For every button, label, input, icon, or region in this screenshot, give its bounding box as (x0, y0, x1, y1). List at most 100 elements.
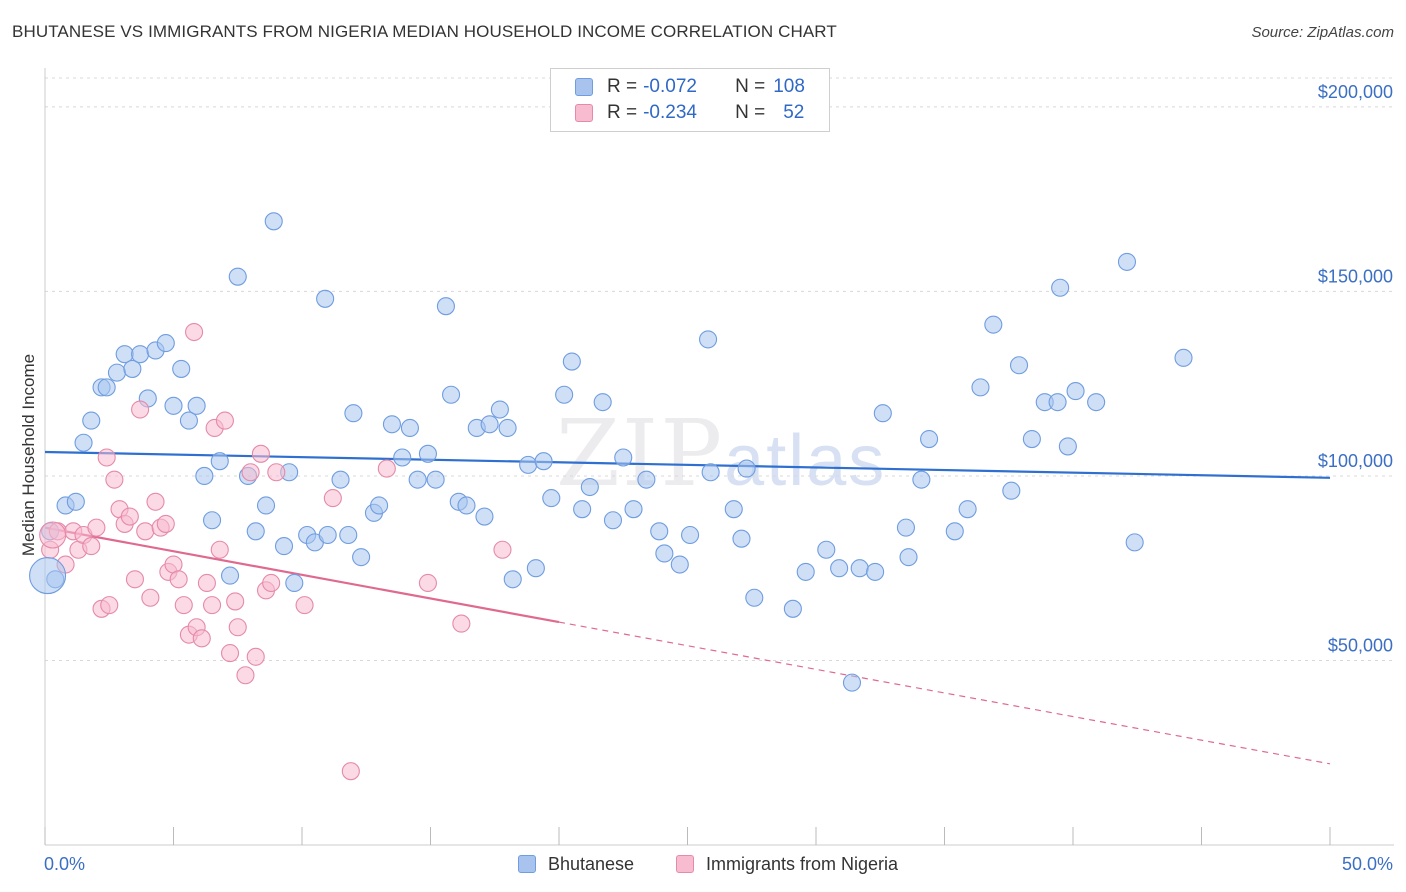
point-bhutanese (264, 212, 283, 231)
n-label: N = (735, 102, 766, 123)
point-nigeria (228, 618, 247, 637)
point-bhutanese (850, 559, 869, 578)
y-tick-label: $150,000 (1318, 266, 1393, 286)
point-nigeria (241, 463, 260, 482)
legend-row-bhutanese: R = -0.072 N = 108 (575, 75, 805, 99)
point-bhutanese (958, 500, 977, 519)
point-nigeria (246, 647, 265, 666)
point-bhutanese (285, 573, 304, 593)
point-bhutanese (681, 525, 700, 545)
point-nigeria (220, 644, 240, 663)
point-bhutanese (418, 444, 437, 463)
point-bhutanese (519, 455, 538, 474)
point-nigeria (97, 448, 116, 467)
point-bhutanese (1087, 393, 1106, 412)
point-bhutanese (945, 522, 964, 541)
point-bhutanese (316, 289, 335, 308)
point-bhutanese (796, 562, 815, 581)
point-bhutanese (984, 315, 1003, 334)
point-bhutanese (830, 559, 849, 578)
point-bhutanese (131, 345, 150, 364)
point-bhutanese (490, 400, 509, 419)
point-nigeria (197, 573, 216, 593)
point-bhutanese (256, 496, 276, 515)
point-bhutanese (534, 452, 553, 471)
point-nigeria (131, 400, 150, 419)
legend-swatch-pink (575, 104, 593, 122)
point-bhutanese (228, 267, 247, 286)
point-bhutanese (817, 540, 836, 559)
point-nigeria (215, 411, 234, 430)
point-bhutanese (436, 297, 455, 316)
point-bhutanese (1009, 356, 1029, 375)
point-bhutanese (107, 363, 127, 382)
y-tick-label: $100,000 (1318, 451, 1393, 471)
point-bhutanese (475, 507, 494, 526)
point-bhutanese (187, 396, 206, 415)
point-bhutanese (1066, 382, 1085, 401)
point-nigeria (251, 444, 270, 463)
point-nigeria (323, 489, 342, 508)
point-bhutanese (172, 359, 191, 378)
point-bhutanese (920, 429, 939, 449)
point-nigeria (452, 614, 471, 633)
point-nigeria (39, 521, 67, 549)
point-bhutanese (866, 562, 885, 581)
point-bhutanese (1051, 278, 1070, 297)
point-bhutanese (655, 544, 674, 563)
point-bhutanese (400, 418, 419, 438)
bottom-legend-bhutanese: Bhutanese (518, 852, 634, 876)
correlation-legend: R = -0.072 N = 108 R = -0.234 N = 52 (550, 68, 830, 132)
point-bhutanese (426, 470, 445, 489)
point-nigeria (226, 592, 245, 611)
point-bhutanese (66, 492, 85, 511)
point-bhutanese (1174, 348, 1193, 367)
point-bhutanese (457, 496, 476, 515)
point-bhutanese (1002, 481, 1021, 500)
point-nigeria (377, 459, 396, 478)
point-nigeria (82, 537, 101, 556)
point-bhutanese (318, 525, 337, 545)
r-value: -0.072 (643, 76, 697, 97)
gridlines (45, 77, 1394, 661)
r-value: -0.234 (643, 102, 697, 123)
point-bhutanese (246, 522, 265, 541)
point-bhutanese (29, 557, 67, 595)
point-bhutanese (614, 448, 633, 467)
point-bhutanese (352, 548, 371, 567)
point-bhutanese (331, 470, 350, 489)
point-bhutanese (732, 529, 751, 548)
legend-swatch-blue (575, 78, 593, 96)
point-bhutanese (370, 496, 389, 515)
bottom-legend-swatch-blue (518, 855, 536, 873)
point-nigeria (136, 522, 155, 541)
point-nigeria (87, 518, 106, 537)
point-nigeria (125, 570, 144, 589)
point-bhutanese (593, 393, 612, 412)
point-bhutanese (408, 470, 427, 489)
point-bhutanese (1022, 429, 1041, 449)
point-nigeria (105, 470, 124, 489)
point-bhutanese (74, 433, 93, 452)
point-bhutanese (873, 404, 892, 423)
point-bhutanese (442, 385, 461, 404)
point-nigeria (156, 514, 175, 533)
point-bhutanese (210, 452, 229, 471)
bottom-legend-nigeria: Immigrants from Nigeria (676, 852, 898, 876)
point-nigeria (174, 596, 193, 615)
point-bhutanese (737, 459, 756, 478)
point-nigeria (493, 540, 512, 559)
r-label: R = (607, 102, 638, 123)
point-nigeria (185, 322, 204, 342)
n-value: 52 (783, 102, 805, 123)
legend-row-nigeria: R = -0.234 N = 52 (575, 101, 804, 125)
point-bhutanese (344, 404, 363, 423)
point-bhutanese (339, 525, 358, 545)
tick-labels: $50,000 $100,000 $150,000 $200,000 0.0% 50.0% (44, 82, 1393, 874)
point-bhutanese (971, 378, 990, 397)
bottom-legend-label: Bhutanese (548, 853, 635, 874)
point-bhutanese (1058, 437, 1077, 456)
point-nigeria (146, 492, 165, 511)
point-bhutanese (745, 588, 764, 607)
point-bhutanese (526, 559, 545, 578)
